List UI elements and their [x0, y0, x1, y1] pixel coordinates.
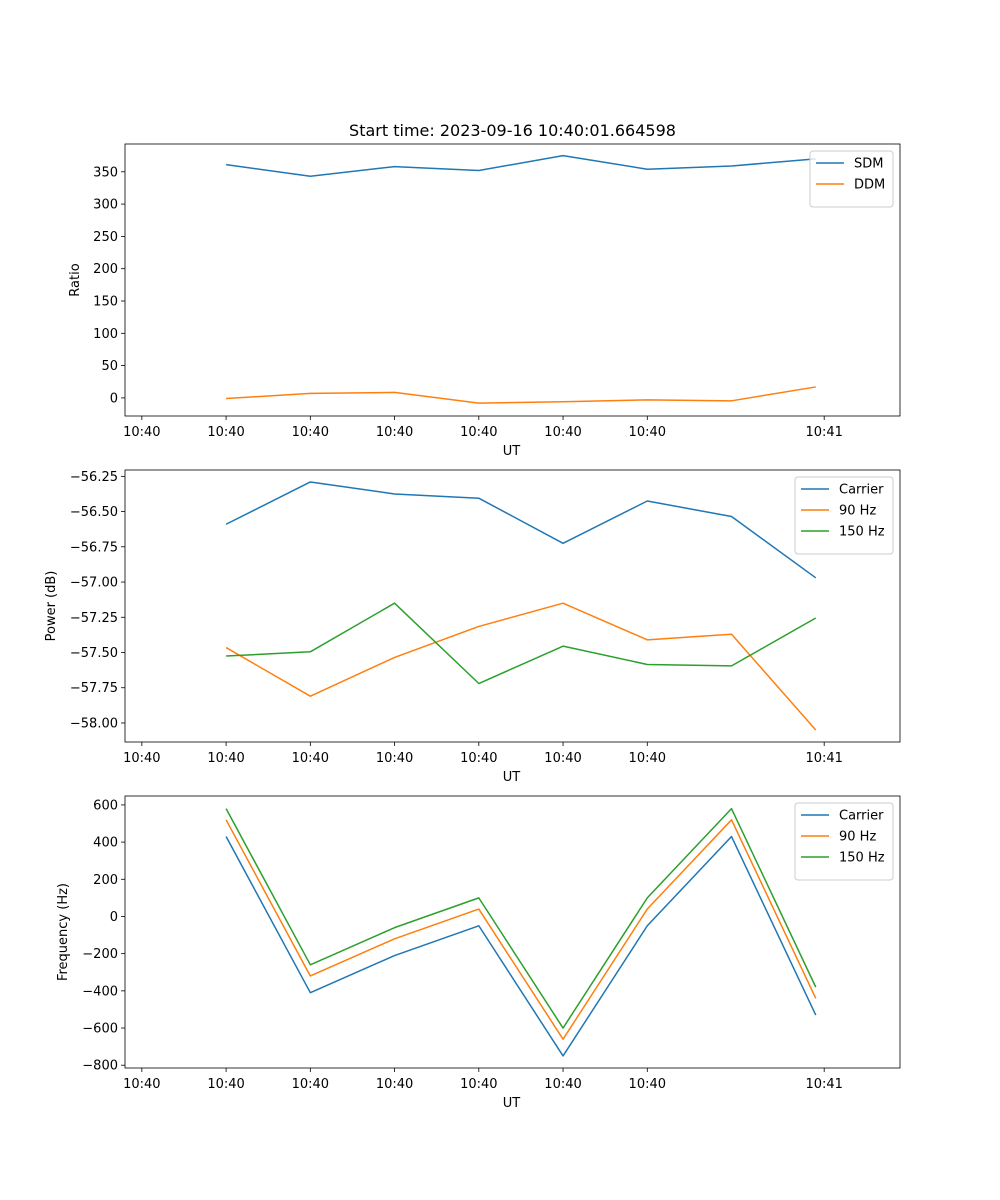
x-tick-label: 10:40: [292, 425, 329, 440]
y-tick-label: −200: [82, 947, 118, 962]
panel-3: 10:40 10:40 10:40 10:40 10:40 10:40 10:40 10:41…: [56, 795, 901, 1111]
x-tick-label: 10:40: [460, 425, 497, 440]
series-line-150-hz: [225, 807, 817, 1029]
x-tick-label: 10:40: [629, 1077, 666, 1092]
x-axis-label: UT: [503, 1096, 521, 1111]
axes-frame: [124, 143, 901, 417]
legend-box: [809, 150, 894, 208]
legend-label-ddm: DDM: [854, 178, 885, 193]
legend-label-carrier: Carrier: [839, 809, 884, 824]
legend-label-sdm: SDM: [854, 157, 883, 172]
legend-label-150-hz: 150 Hz: [839, 851, 885, 866]
y-axis-label: Frequency (Hz): [56, 883, 71, 981]
y-tick-label: 0: [110, 391, 118, 406]
x-tick-label: 10:40: [544, 751, 581, 766]
x-tick-label: 10:40: [123, 425, 160, 440]
legend-box: [794, 476, 894, 555]
series-line-sdm: [225, 154, 816, 178]
x-tick-label: 10:40: [376, 1077, 413, 1092]
x-tick-label: 10:40: [207, 425, 244, 440]
series-line-90-hz: [225, 602, 817, 731]
y-tick-label: 250: [93, 230, 118, 245]
y-tick-label: −56.25: [70, 470, 118, 485]
y-tick-label: −400: [82, 984, 118, 999]
x-tick-label: 10:40: [460, 751, 497, 766]
x-tick-label: 10:40: [123, 1077, 160, 1092]
legend: Carrier 90 Hz 150 Hz: [794, 802, 894, 881]
series-line-90-hz: [225, 819, 817, 1040]
series-line-ddm: [226, 386, 816, 404]
legend-label-90-hz: 90 Hz: [839, 504, 876, 519]
panel-2: 10:40 10:40 10:40 10:40 10:40 10:40 10:40 10:41…: [44, 469, 901, 785]
x-tick-label: 10:40: [544, 425, 581, 440]
y-tick-label: 150: [93, 294, 118, 309]
x-tick-label: 10:40: [207, 751, 244, 766]
x-axis-label: UT: [503, 770, 521, 785]
series-line-carrier: [225, 481, 817, 579]
y-tick-label: −800: [82, 1059, 118, 1074]
y-tick-label: 0: [110, 910, 118, 925]
y-tick-label: −56.75: [70, 540, 118, 555]
legend-box: [794, 802, 894, 881]
y-tick-label: 200: [93, 262, 118, 277]
y-tick-label: 200: [93, 873, 118, 888]
axes-frame: [124, 469, 901, 743]
legend-label-150-hz: 150 Hz: [839, 525, 885, 540]
x-tick-label: 10:40: [544, 1077, 581, 1092]
y-tick-label: −600: [82, 1022, 118, 1037]
chart-title: Start time: 2023-09-16 10:40:01.664598: [349, 121, 676, 140]
x-tick-label: 10:41: [805, 751, 842, 766]
y-tick-label: −57.75: [70, 681, 118, 696]
y-tick-label: −58.00: [70, 716, 118, 731]
panels: Start time: 2023-09-16 10:40:01.664598 10…: [44, 121, 901, 1111]
y-tick-label: 400: [93, 836, 118, 851]
x-tick-label: 10:40: [629, 751, 666, 766]
series-line-150-hz: [226, 602, 817, 685]
x-tick-label: 10:40: [207, 1077, 244, 1092]
x-tick-label: 10:40: [123, 751, 160, 766]
legend-label-90-hz: 90 Hz: [839, 830, 876, 845]
axes-frame: [124, 795, 901, 1069]
x-tick-label: 10:40: [376, 425, 413, 440]
y-tick-label: 600: [93, 798, 118, 813]
y-tick-label: 350: [93, 165, 118, 180]
y-tick-label: 100: [93, 327, 118, 342]
series-line-carrier: [225, 835, 817, 1057]
x-tick-label: 10:40: [376, 751, 413, 766]
y-tick-label: −56.50: [70, 505, 118, 520]
legend: SDM DDM: [809, 150, 894, 208]
y-tick-label: −57.50: [70, 646, 118, 661]
x-tick-label: 10:41: [805, 1077, 842, 1092]
y-tick-label: 300: [93, 198, 118, 213]
y-axis-label: Ratio: [68, 263, 83, 296]
x-tick-label: 10:40: [629, 425, 666, 440]
panel-1: Start time: 2023-09-16 10:40:01.664598 10…: [68, 121, 901, 459]
y-axis-label: Power (dB): [44, 571, 59, 642]
x-tick-label: 10:41: [805, 425, 842, 440]
y-tick-label: −57.00: [70, 576, 118, 591]
x-tick-label: 10:40: [292, 751, 329, 766]
x-axis-label: UT: [503, 444, 521, 459]
y-tick-label: 50: [101, 359, 118, 374]
legend-label-carrier: Carrier: [839, 483, 884, 498]
x-tick-label: 10:40: [292, 1077, 329, 1092]
y-tick-label: −57.25: [70, 611, 118, 626]
legend: Carrier 90 Hz 150 Hz: [794, 476, 894, 555]
x-tick-label: 10:40: [460, 1077, 497, 1092]
